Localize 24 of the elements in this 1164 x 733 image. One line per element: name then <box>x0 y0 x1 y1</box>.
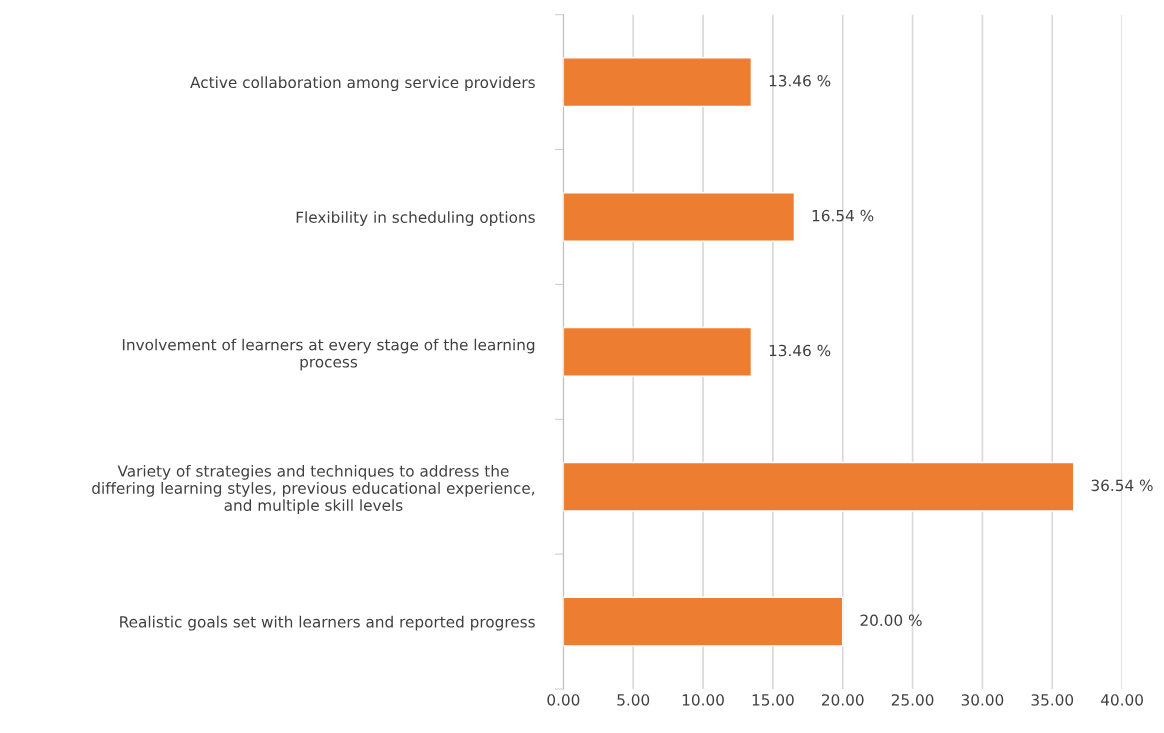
data-label: 16.54 % <box>812 209 874 222</box>
bar <box>563 326 753 377</box>
y-tick-label: Active collaboration among service providers <box>190 76 535 92</box>
bar <box>563 461 1075 512</box>
bar <box>563 191 796 242</box>
x-tick-label: 20.00 <box>821 694 864 706</box>
x-tick-label: 30.00 <box>961 694 1004 706</box>
x-tick-label: 35.00 <box>1031 694 1074 706</box>
y-tick-label: Variety of strategies and techniques to address the differing learning styles, previous educational experience, and multiple skill levels <box>92 464 535 514</box>
bar <box>563 596 844 647</box>
x-tick-label: 25.00 <box>891 694 934 706</box>
x-tick-label: 10.00 <box>682 694 724 706</box>
data-label: 13.46 % <box>769 344 831 357</box>
y-tick-label: Flexibility in scheduling options <box>296 211 535 226</box>
y-tick-label: Involvement of learners at every stage of the learning process <box>122 338 535 371</box>
x-tick-label: 5.00 <box>617 694 650 706</box>
x-tick-label: 15.00 <box>752 694 794 706</box>
data-label: 36.54 % <box>1091 479 1153 492</box>
bar <box>563 57 753 108</box>
x-tick-label: 40.00 <box>1100 694 1143 706</box>
y-tick-label: Realistic goals set with learners and reported progress <box>120 615 535 631</box>
data-label: 13.46 % <box>769 74 831 87</box>
data-label: 20.00 % <box>860 614 922 627</box>
x-tick-label: 0.00 <box>547 694 580 706</box>
